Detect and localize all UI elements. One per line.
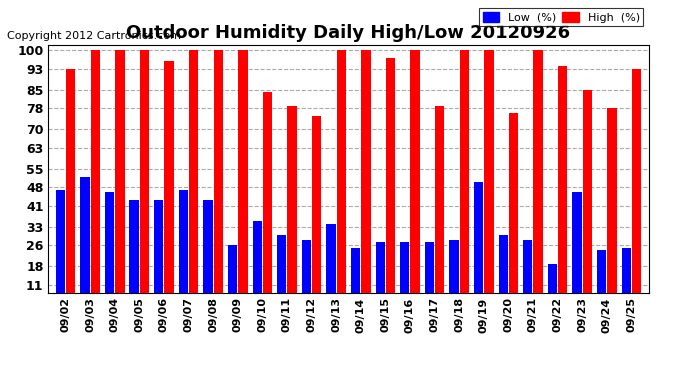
Bar [115,50,125,314]
Bar [253,221,262,314]
Bar [302,240,311,314]
Bar [214,50,223,314]
Bar [312,116,322,314]
Bar [189,50,199,314]
Bar [362,50,371,314]
Bar [80,177,90,314]
Bar [105,192,115,314]
Bar [523,240,533,314]
Bar [326,224,335,314]
Bar [474,182,483,314]
Bar [484,50,493,314]
Bar [548,264,557,314]
Bar [277,235,286,314]
Bar [509,114,518,314]
Bar [130,200,139,314]
Bar [56,190,65,314]
Bar [288,105,297,314]
Bar [597,251,607,314]
Bar [386,58,395,314]
Bar [263,92,272,314]
Bar [179,190,188,314]
Bar [449,240,459,314]
Bar [400,243,409,314]
Bar [435,105,444,314]
Bar [238,50,248,314]
Bar [90,50,100,314]
Bar [498,235,508,314]
Text: Copyright 2012 Cartronics.com: Copyright 2012 Cartronics.com [7,32,181,41]
Bar [351,248,360,314]
Bar [558,66,567,314]
Bar [607,108,617,313]
Legend: Low  (%), High  (%): Low (%), High (%) [480,9,643,26]
Bar [204,200,213,314]
Bar [164,61,174,314]
Bar [411,50,420,314]
Bar [533,50,543,314]
Bar [582,90,592,314]
Bar [572,192,582,314]
Bar [140,50,149,314]
Title: Outdoor Humidity Daily High/Low 20120926: Outdoor Humidity Daily High/Low 20120926 [126,24,571,42]
Bar [337,50,346,314]
Bar [425,243,434,314]
Bar [622,248,631,314]
Bar [632,69,641,314]
Bar [66,69,75,314]
Bar [154,200,164,314]
Bar [460,50,469,314]
Bar [375,243,385,314]
Bar [228,245,237,314]
